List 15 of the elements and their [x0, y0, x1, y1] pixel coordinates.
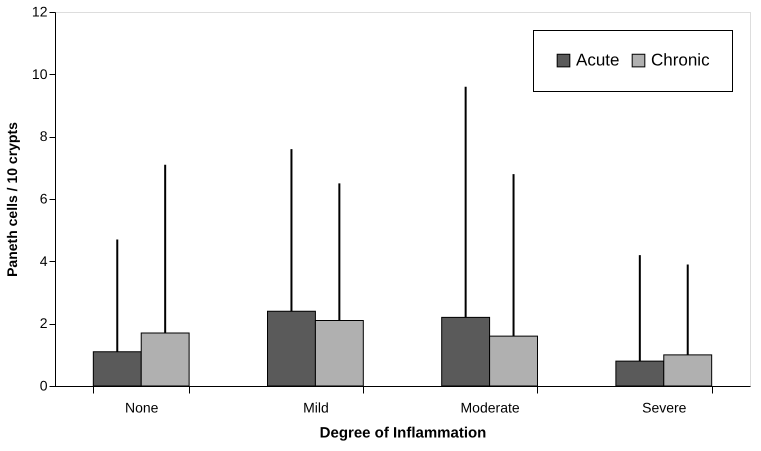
y-tick-label: 10 [32, 66, 48, 82]
x-axis-title: Degree of Inflammation [320, 424, 486, 442]
x-tick-label: None [124, 400, 159, 416]
legend-label: Chronic [651, 50, 710, 70]
x-tick-label: Mild [303, 400, 329, 416]
y-tick-label: 2 [40, 315, 48, 332]
x-tick-label: Moderate [460, 400, 520, 416]
y-axis-title: Paneth cells / 10 crypts [4, 122, 20, 277]
y-tick-label: 4 [40, 252, 48, 269]
y-tick-label: 8 [40, 128, 48, 144]
x-tick-label: Severe [642, 400, 687, 416]
y-tick-label: 12 [32, 4, 48, 20]
y-tick-label: 6 [40, 190, 48, 206]
y-tick-label: 0 [40, 378, 48, 394]
legend-label: Acute [576, 50, 620, 70]
